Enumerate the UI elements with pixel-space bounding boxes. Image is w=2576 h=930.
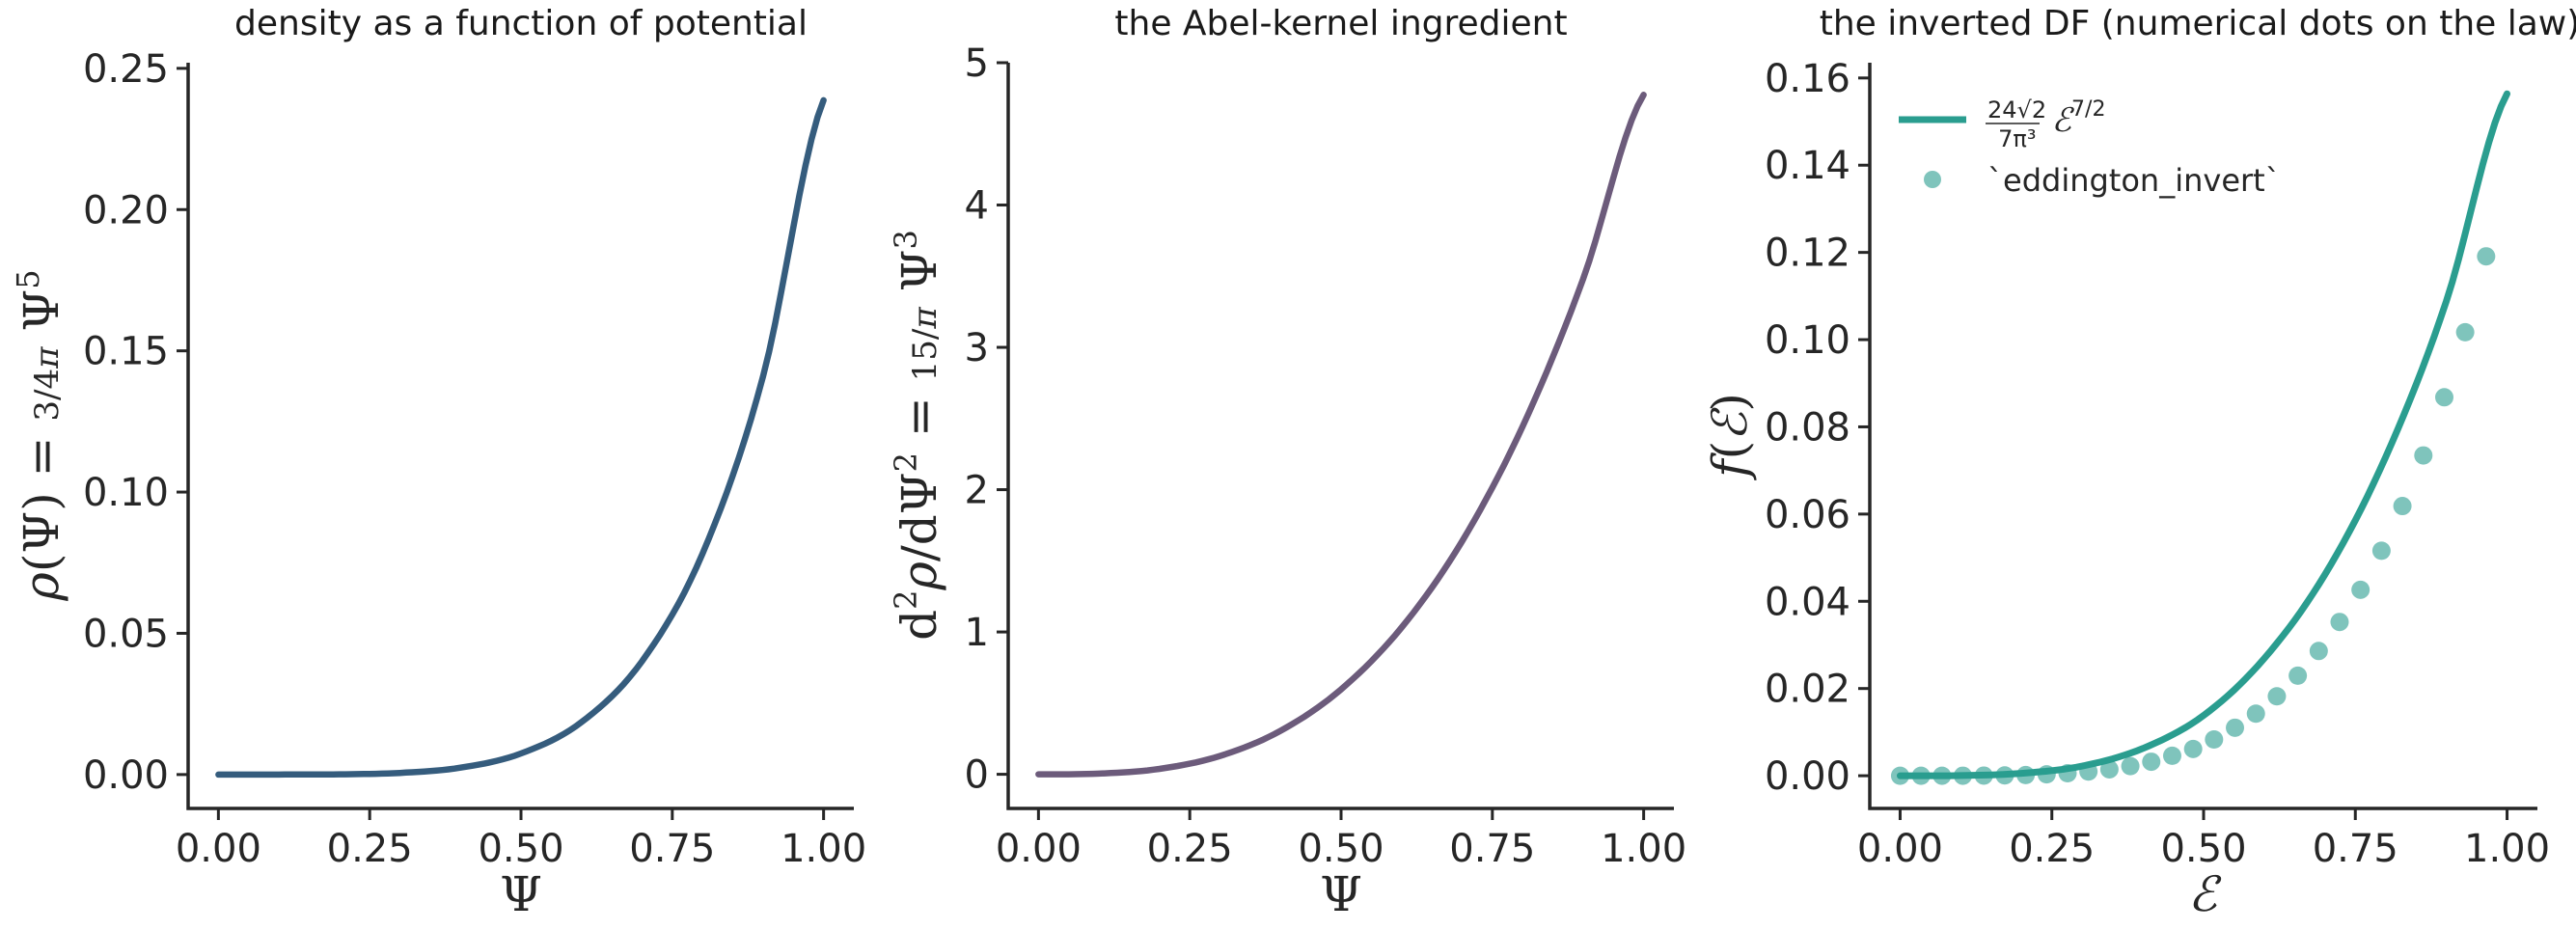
numerical-dot: [2477, 247, 2496, 266]
numerical-dot: [2205, 729, 2224, 749]
panel-2-axes-spine: [1006, 63, 1674, 810]
numerical-dot: [2121, 756, 2140, 776]
panel-1-y-ticks: 0.00 0.05 0.10 0.15 0.20 0.25: [83, 47, 188, 798]
y-tick-label: 0.10: [83, 471, 169, 515]
panel-2-x-ticks: 0.00 0.25 0.50 0.75 1.00: [996, 808, 1686, 871]
panel-1-axes-spine: [186, 63, 854, 810]
y-tick-label: 0.12: [1765, 232, 1850, 276]
y-tick-label: 0.00: [1765, 754, 1850, 799]
x-tick-label: 0.50: [1298, 827, 1384, 871]
numerical-dot: [2267, 687, 2287, 706]
y-tick-label: 0.15: [83, 330, 169, 374]
y-tick-label: 0.02: [1765, 668, 1850, 712]
x-tick-label: 0.00: [996, 827, 1082, 871]
panel-3-axes-spine: [1868, 63, 2537, 810]
x-tick-label: 0.50: [2160, 827, 2246, 871]
numerical-dot: [1911, 766, 1931, 785]
y-tick-label: 2: [965, 469, 989, 513]
numerical-dot: [2079, 762, 2098, 781]
y-tick-label: 0.05: [83, 612, 169, 656]
x-tick-label: 0.25: [2009, 827, 2095, 871]
numerical-dot: [2099, 759, 2119, 779]
numerical-dot: [2330, 613, 2349, 632]
y-tick-label: 0.06: [1765, 493, 1850, 537]
numerical-dot: [2455, 322, 2475, 342]
x-tick-label: 0.00: [1857, 827, 1943, 871]
x-tick-label: 0.25: [327, 827, 413, 871]
y-tick-label: 0.16: [1765, 57, 1850, 101]
y-tick-label: 1: [965, 611, 989, 655]
y-tick-label: 0.25: [83, 47, 169, 92]
panel-density: density as a function of potential 0.00 0…: [10, 4, 866, 922]
legend-entry-numerical: `eddington_invert`: [1987, 162, 2281, 199]
numerical-dot: [2162, 746, 2181, 765]
panel-inverted-df: the inverted DF (numerical dots on the l…: [1702, 4, 2576, 922]
x-tick-label: 0.25: [1147, 827, 1233, 871]
numerical-dot: [2288, 666, 2308, 685]
numerical-dot: [2371, 541, 2391, 561]
second-derivative-curve: [1035, 92, 1647, 778]
numerical-dot: [2434, 388, 2453, 407]
x-tick-label: 1.00: [2464, 827, 2550, 871]
numerical-dot: [1995, 766, 2014, 785]
numerical-dot: [2016, 765, 2036, 784]
density-curve: [215, 96, 827, 779]
y-tick-label: 0.00: [83, 753, 169, 798]
numerical-dot: [2058, 764, 2077, 783]
numerical-dot: [1954, 766, 1973, 785]
y-tick-label: 0.20: [83, 188, 169, 232]
y-tick-label: 0.14: [1765, 144, 1850, 188]
legend: 24√2 7π³ ℰ7/2 `eddington_invert`: [1899, 96, 2281, 199]
x-tick-label: 0.75: [1449, 827, 1535, 871]
y-tick-label: 0.10: [1765, 318, 1850, 363]
panel-abel-kernel: the Abel-kernel ingredient 0.00 0.25 0.50 0…: [888, 4, 1686, 922]
x-tick-label: 0.75: [2313, 827, 2398, 871]
x-tick-label: 0.75: [629, 827, 715, 871]
numerical-dot: [1932, 766, 1952, 785]
numerical-dot: [2393, 497, 2412, 516]
numerical-dot: [2037, 765, 2056, 784]
x-tick-label: 0.00: [176, 827, 261, 871]
y-tick-label: 3: [965, 326, 989, 370]
numerical-dot: [1974, 766, 1993, 785]
numerical-dots: [1890, 247, 2496, 785]
x-tick-label: 1.00: [1601, 827, 1686, 871]
y-tick-label: 0.04: [1765, 580, 1850, 624]
x-tick-label: 1.00: [781, 827, 866, 871]
y-tick-label: 5: [965, 41, 989, 86]
panel-3-x-label: ℰ: [2188, 866, 2222, 922]
panel-3-y-label: f(ℰ): [1702, 393, 1758, 481]
y-tick-label: 4: [965, 184, 989, 229]
numerical-dot: [1890, 766, 1909, 785]
panel-1-title: density as a function of potential: [234, 4, 808, 43]
numerical-dot: [2414, 446, 2433, 465]
y-tick-label: 0.08: [1765, 405, 1850, 450]
numerical-dot: [2183, 739, 2203, 758]
legend-dot-swatch: [1924, 171, 1941, 188]
numerical-dot: [2142, 752, 2161, 772]
x-tick-label: 0.50: [478, 827, 563, 871]
panel-2-y-label: d2ρ/dΨ2 = 15/π Ψ3: [888, 230, 947, 641]
numerical-dot: [2351, 580, 2370, 599]
panel-3-title: the inverted DF (numerical dots on the l…: [1820, 4, 2576, 43]
panel-2-y-ticks: 0 1 2 3 4 5: [965, 41, 1008, 798]
panel-1-y-label: ρ(Ψ) = 3/4π Ψ5: [10, 269, 69, 601]
panel-2-x-label: Ψ: [1320, 866, 1362, 922]
panel-1-x-ticks: 0.00 0.25 0.50 0.75 1.00: [176, 808, 866, 871]
panel-3-y-ticks: 0.00 0.02 0.04 0.06 0.08 0.10 0.12 0.14 0.16: [1765, 57, 1870, 799]
panel-1-x-label: Ψ: [500, 866, 542, 922]
legend-entry-analytic: 24√2 7π³ ℰ7/2: [1987, 96, 2105, 152]
panel-3-x-ticks: 0.00 0.25 0.50 0.75 1.00: [1857, 808, 2550, 871]
numerical-dot: [2246, 704, 2265, 724]
y-tick-label: 0: [965, 753, 989, 798]
panel-2-title: the Abel-kernel ingredient: [1114, 4, 1567, 43]
numerical-dot: [2226, 718, 2245, 737]
numerical-dot: [2309, 642, 2328, 661]
